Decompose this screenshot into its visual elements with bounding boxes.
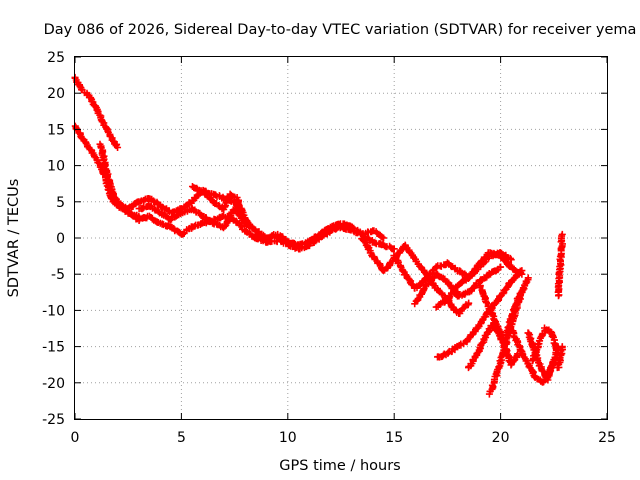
- series-trace-u: [553, 343, 566, 372]
- marker-path: [553, 343, 566, 372]
- marker-path: [554, 230, 566, 300]
- series-trace-f: [189, 183, 253, 231]
- plot-frame: [74, 56, 608, 420]
- y-tick-label: -5: [51, 267, 65, 283]
- y-tick-label: 20: [47, 86, 65, 102]
- marker-path: [434, 267, 526, 361]
- series-trace-s: [529, 324, 562, 365]
- y-tick-label: 25: [47, 50, 65, 66]
- x-tick-label: 25: [598, 430, 616, 446]
- series-trace-t: [554, 230, 566, 300]
- axis-ticks: 0 5 10 15 20 25 -25 -20 -15 -10 -5 0 5 10 15 20 25: [42, 50, 616, 446]
- series-trace-k: [411, 263, 505, 308]
- series-trace-a: [71, 73, 122, 151]
- x-axis-label: GPS time / hours: [279, 458, 400, 474]
- y-tick-label: 10: [47, 159, 65, 175]
- chart-title: Day 086 of 2026, Sidereal Day-to-day VTE…: [44, 22, 637, 38]
- y-tick-label: -10: [42, 303, 65, 319]
- x-tick-label: 0: [71, 430, 80, 446]
- marker-path: [529, 324, 562, 365]
- marker-path: [432, 249, 526, 311]
- series-trace-h: [273, 222, 398, 253]
- marker-path: [135, 201, 249, 232]
- y-axis-label: SDTVAR / TECUs: [6, 179, 22, 298]
- data-points: [71, 73, 566, 398]
- marker-path: [273, 222, 398, 253]
- series-trace-e: [135, 201, 249, 232]
- series-trace-d: [114, 197, 281, 246]
- series-trace-l: [432, 249, 526, 311]
- marker-path: [71, 73, 122, 151]
- marker-path: [411, 263, 505, 308]
- x-tick-label: 5: [177, 430, 186, 446]
- grid-lines: [75, 57, 607, 419]
- y-tick-label: 5: [56, 195, 65, 211]
- x-tick-label: 20: [492, 430, 510, 446]
- marker-path: [114, 197, 281, 246]
- marker-path: [189, 183, 253, 231]
- series-trace-m: [434, 267, 526, 361]
- y-tick-label: -25: [42, 412, 65, 428]
- y-tick-label: -20: [42, 376, 65, 392]
- y-tick-label: -15: [42, 340, 65, 356]
- y-tick-label: 15: [47, 122, 65, 138]
- y-tick-label: 0: [56, 231, 65, 247]
- x-tick-label: 10: [279, 430, 297, 446]
- x-tick-label: 15: [385, 430, 403, 446]
